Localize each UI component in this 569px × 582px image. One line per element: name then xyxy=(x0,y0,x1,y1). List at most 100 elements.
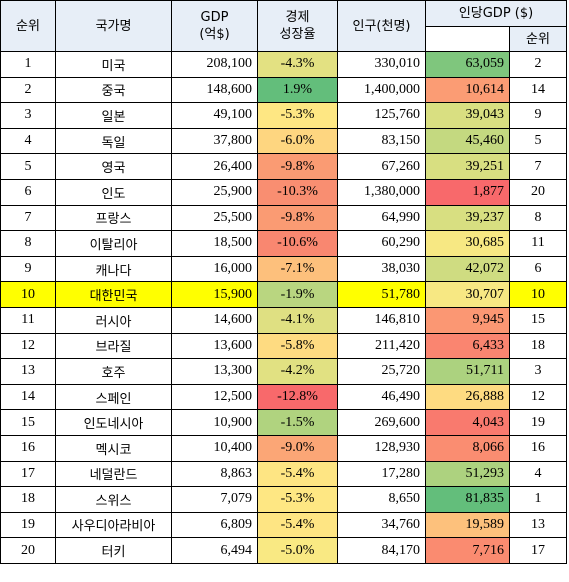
table-row: 14 스페인 12,500 -12.8% 46,490 26,888 12 xyxy=(0,383,568,411)
cell-country: 호주 xyxy=(55,358,172,385)
cell-rank: 11 xyxy=(0,306,56,334)
cell-population: 17,280 xyxy=(337,460,426,488)
cell-pc-rank: 1 xyxy=(508,486,568,513)
table-row: 18 스위스 7,079 -5.3% 8,650 81,835 1 xyxy=(0,486,568,513)
cell-growth: -5.3% xyxy=(257,486,338,513)
cell-population: 51,780 xyxy=(337,281,426,308)
table-row: 7 프랑스 25,500 -9.8% 64,990 39,237 8 xyxy=(0,204,568,232)
cell-country: 일본 xyxy=(55,102,172,129)
cell-growth: -5.4% xyxy=(257,460,338,488)
cell-rank: 12 xyxy=(0,332,56,360)
cell-country: 미국 xyxy=(55,51,172,78)
cell-gdp: 8,863 xyxy=(171,460,258,488)
header-rank: 순위 xyxy=(0,0,56,52)
cell-rank: 3 xyxy=(0,102,56,129)
cell-growth: -4.1% xyxy=(257,306,338,334)
cell-country: 인도 xyxy=(55,178,172,206)
cell-country: 터키 xyxy=(55,537,172,564)
cell-gdp-per-capita: 63,059 xyxy=(425,51,510,78)
cell-country: 대한민국 xyxy=(55,281,172,308)
cell-gdp: 13,300 xyxy=(171,358,258,385)
cell-growth: -9.0% xyxy=(257,434,338,462)
header-gdp: GDP (억$) xyxy=(171,0,258,52)
table-row: 5 영국 26,400 -9.8% 67,260 39,251 7 xyxy=(0,153,568,180)
cell-population: 146,810 xyxy=(337,306,426,334)
table-row: 19 사우디아라비아 6,809 -5.4% 34,760 19,589 13 xyxy=(0,511,568,539)
header-growth-line2: 성장율 xyxy=(279,27,316,42)
cell-population: 1,400,000 xyxy=(337,76,426,104)
cell-rank: 7 xyxy=(0,204,56,232)
cell-gdp: 6,809 xyxy=(171,511,258,539)
cell-rank: 9 xyxy=(0,255,56,283)
cell-gdp-per-capita: 10,614 xyxy=(425,76,510,104)
cell-growth: -5.4% xyxy=(257,511,338,539)
table-row: 13 호주 13,300 -4.2% 25,720 51,711 3 xyxy=(0,358,568,385)
cell-population: 8,650 xyxy=(337,486,426,513)
cell-rank: 6 xyxy=(0,178,56,206)
header-country: 국가명 xyxy=(55,0,172,52)
cell-gdp: 25,500 xyxy=(171,204,258,232)
cell-gdp: 13,600 xyxy=(171,332,258,360)
header-gdp-per-capita: 인당GDP ($) xyxy=(424,0,568,27)
cell-gdp: 10,900 xyxy=(171,409,258,436)
cell-country: 스위스 xyxy=(55,486,172,513)
cell-gdp-per-capita: 39,043 xyxy=(425,102,510,129)
header-growth-line1: 경제 xyxy=(285,10,310,25)
table-row: 4 독일 37,800 -6.0% 83,150 45,460 5 xyxy=(0,127,568,155)
cell-population: 46,490 xyxy=(337,383,426,411)
cell-growth: -6.0% xyxy=(257,127,338,155)
cell-pc-rank: 12 xyxy=(508,383,568,411)
table-row: 8 이탈리아 18,500 -10.6% 60,290 30,685 11 xyxy=(0,230,568,257)
cell-rank: 13 xyxy=(0,358,56,385)
cell-gdp: 15,900 xyxy=(171,281,258,308)
cell-gdp-per-capita: 30,685 xyxy=(425,230,510,257)
cell-growth: -1.9% xyxy=(257,281,338,308)
cell-country: 프랑스 xyxy=(55,204,172,232)
cell-pc-rank: 19 xyxy=(508,409,568,436)
table-row: 11 러시아 14,600 -4.1% 146,810 9,945 15 xyxy=(0,306,568,334)
cell-country: 네덜란드 xyxy=(55,460,172,488)
cell-rank: 15 xyxy=(0,409,56,436)
cell-gdp: 16,000 xyxy=(171,255,258,283)
cell-rank: 2 xyxy=(0,76,56,104)
table-row: 12 브라질 13,600 -5.8% 211,420 6,433 18 xyxy=(0,332,568,360)
cell-growth: -10.3% xyxy=(257,178,338,206)
cell-gdp-per-capita: 4,043 xyxy=(425,409,510,436)
cell-country: 멕시코 xyxy=(55,434,172,462)
cell-population: 64,990 xyxy=(337,204,426,232)
cell-rank: 4 xyxy=(0,127,56,155)
cell-population: 1,380,000 xyxy=(337,178,426,206)
cell-growth: -12.8% xyxy=(257,383,338,411)
header-gdp-line2: (억$) xyxy=(199,27,230,42)
table-row: 17 네덜란드 8,863 -5.4% 17,280 51,293 4 xyxy=(0,460,568,488)
cell-population: 25,720 xyxy=(337,358,426,385)
cell-population: 34,760 xyxy=(337,511,426,539)
cell-country: 캐나다 xyxy=(55,255,172,283)
cell-rank: 14 xyxy=(0,383,56,411)
cell-rank: 17 xyxy=(0,460,56,488)
cell-gdp-per-capita: 42,072 xyxy=(425,255,510,283)
cell-rank: 19 xyxy=(0,511,56,539)
cell-gdp-per-capita: 19,589 xyxy=(425,511,510,539)
table-row: 10 대한민국 15,900 -1.9% 51,780 30,707 10 xyxy=(0,281,568,308)
cell-country: 독일 xyxy=(55,127,172,155)
cell-pc-rank: 15 xyxy=(508,306,568,334)
cell-gdp: 10,400 xyxy=(171,434,258,462)
header-pc-blank xyxy=(425,26,510,52)
cell-population: 211,420 xyxy=(337,332,426,360)
cell-gdp-per-capita: 51,711 xyxy=(425,358,510,385)
cell-gdp-per-capita: 30,707 xyxy=(425,281,510,308)
cell-gdp: 14,600 xyxy=(171,306,258,334)
table-row: 9 캐나다 16,000 -7.1% 38,030 42,072 6 xyxy=(0,255,568,283)
cell-growth: 1.9% xyxy=(257,76,338,104)
header-population: 인구(천명) xyxy=(337,0,426,52)
cell-pc-rank: 5 xyxy=(508,127,568,155)
cell-gdp-per-capita: 39,237 xyxy=(425,204,510,232)
cell-country: 러시아 xyxy=(55,306,172,334)
cell-gdp-per-capita: 1,877 xyxy=(425,178,510,206)
cell-gdp-per-capita: 8,066 xyxy=(425,434,510,462)
cell-gdp-per-capita: 81,835 xyxy=(425,486,510,513)
cell-growth: -10.6% xyxy=(257,230,338,257)
cell-growth: -4.3% xyxy=(257,51,338,78)
cell-gdp-per-capita: 45,460 xyxy=(425,127,510,155)
